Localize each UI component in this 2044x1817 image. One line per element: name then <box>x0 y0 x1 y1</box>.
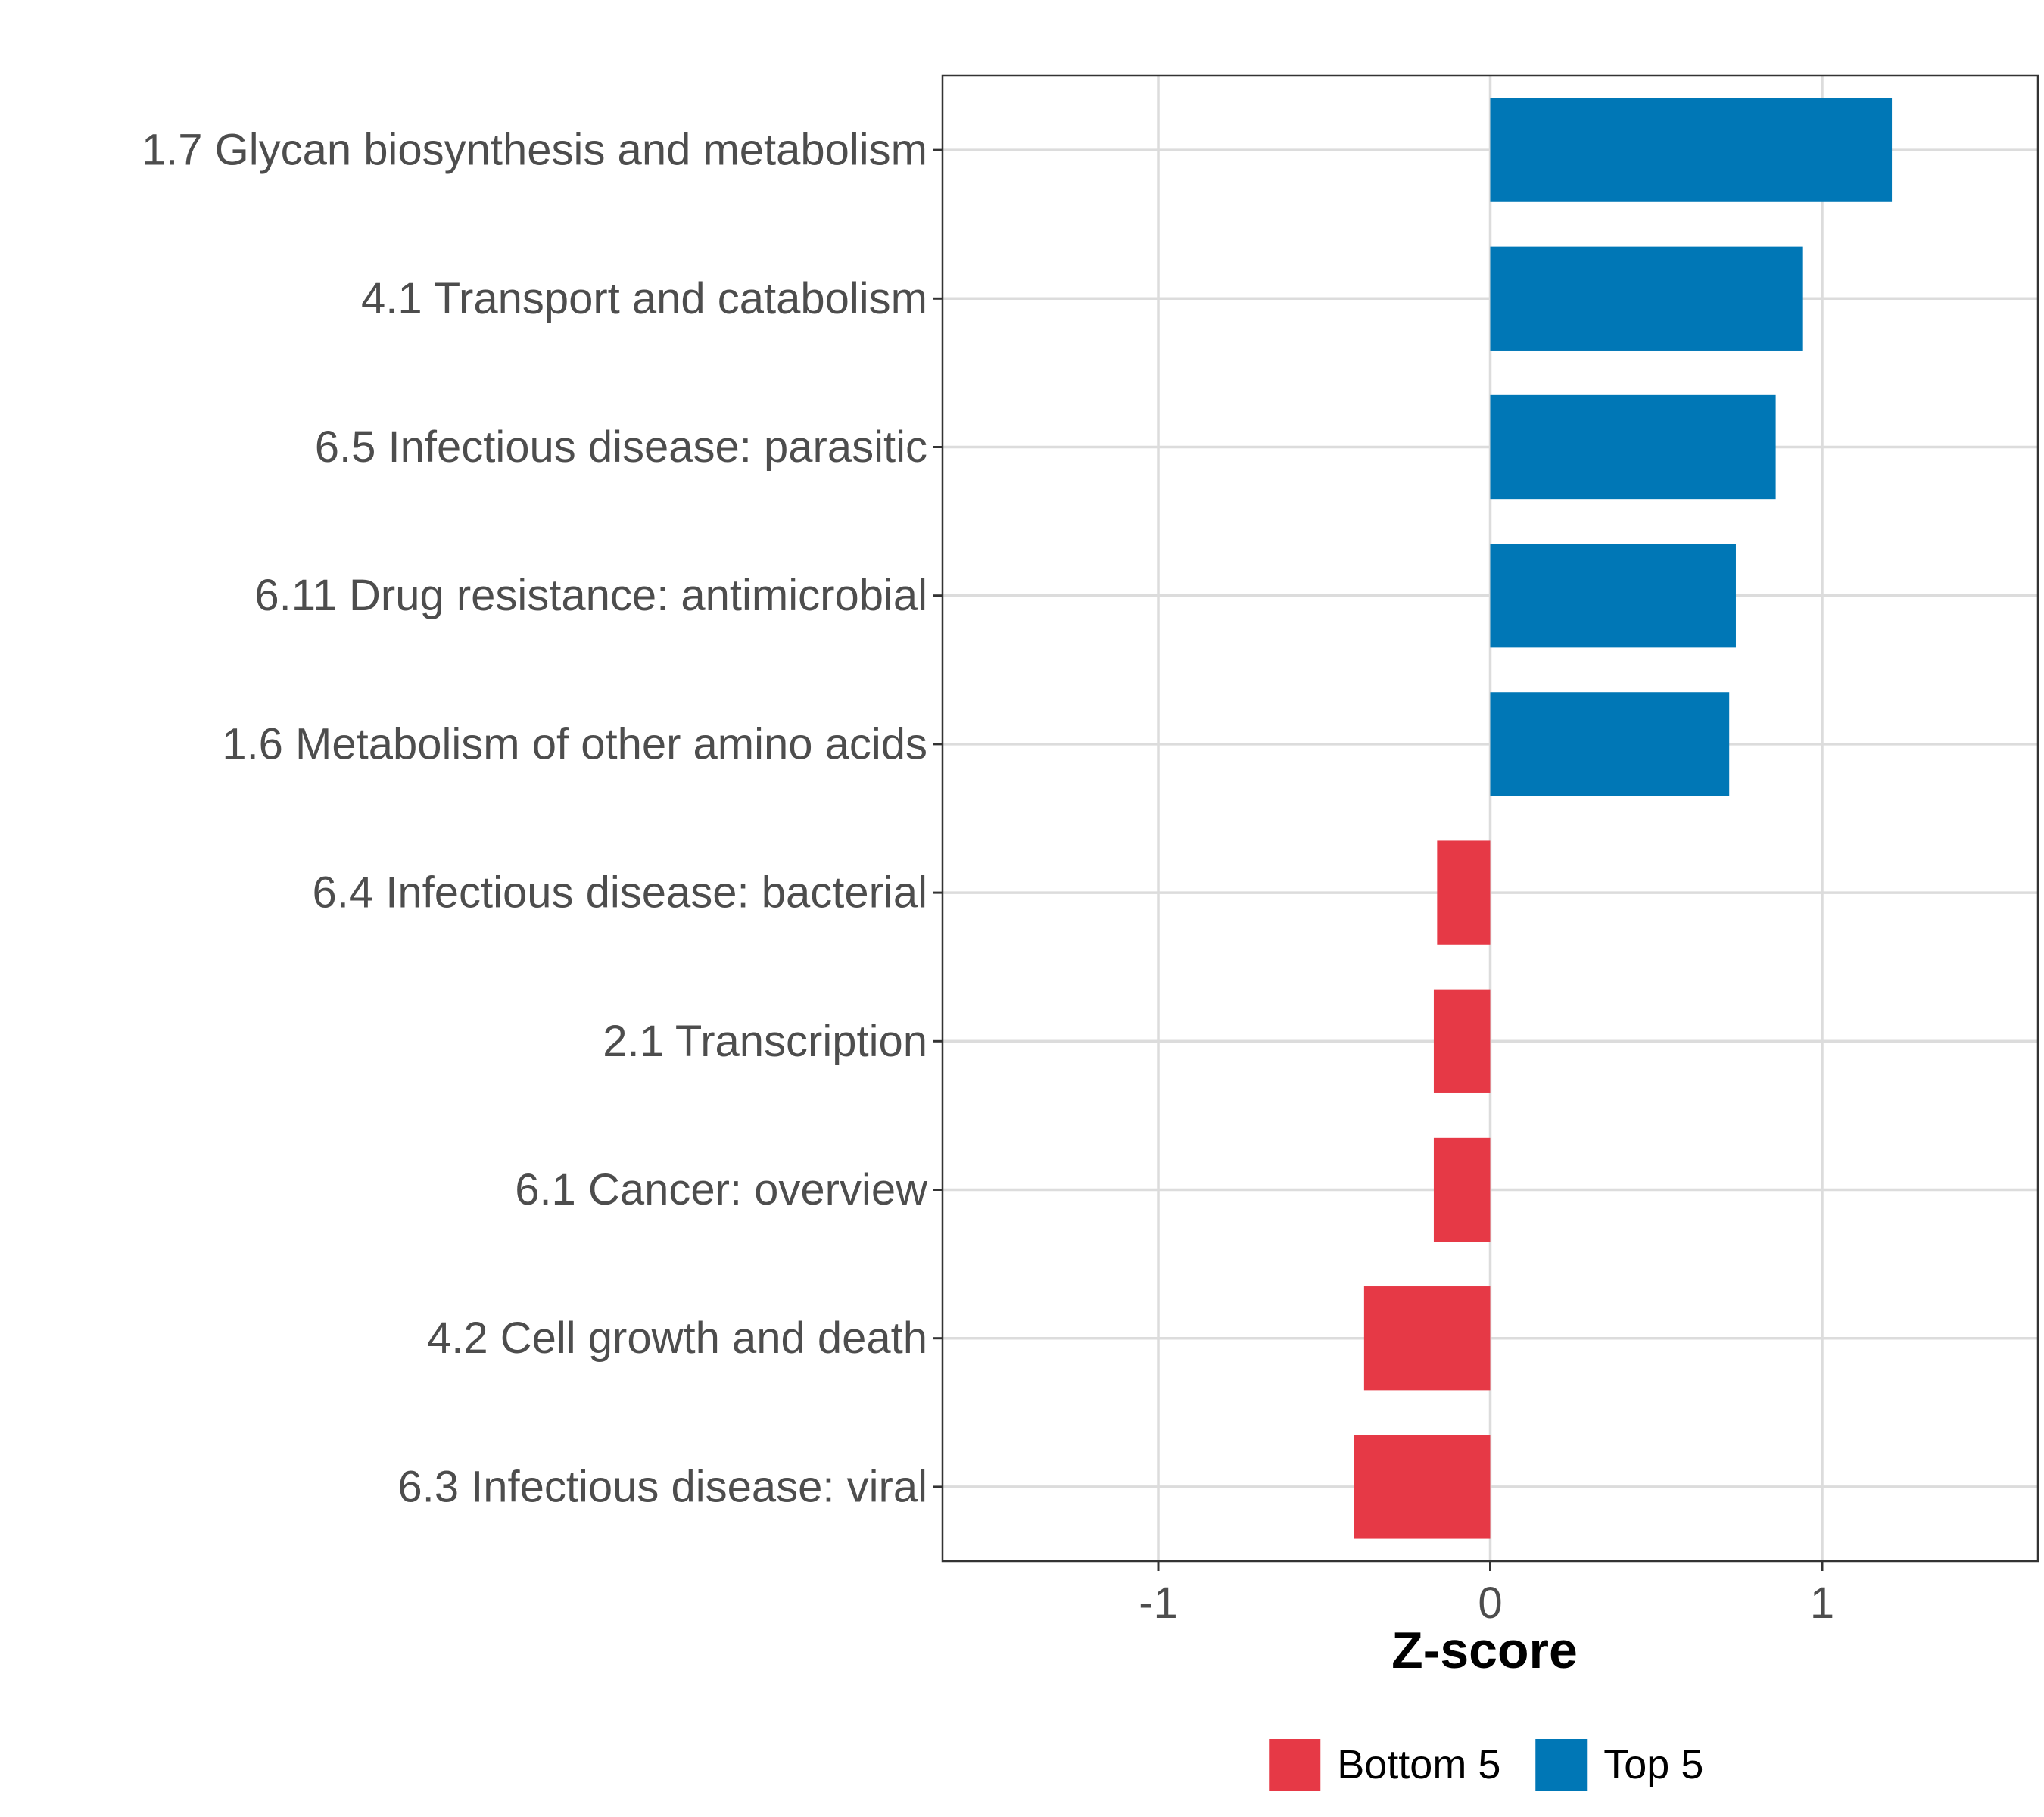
legend-key-1 <box>1269 1739 1321 1791</box>
bar-5 <box>1490 692 1730 796</box>
bar-1 <box>1490 98 1893 202</box>
category-label-4: 6.11 Drug resistance: antimicrobial <box>254 571 927 620</box>
x-tick-label-2: 1 <box>1810 1579 1834 1628</box>
category-label-1: 1.7 Glycan biosynthesis and metabolism <box>142 126 927 175</box>
category-label-6: 6.4 Infectious disease: bacterial <box>313 868 927 918</box>
x-tick-label-1: 0 <box>1478 1579 1502 1628</box>
x-axis-ticks: -1 0 1 <box>1139 1561 1834 1628</box>
bar-8 <box>1433 1137 1491 1242</box>
category-label-5: 1.6 Metabolism of other amino acids <box>222 719 927 768</box>
y-axis-ticks: 1.7 Glycan biosynthesis and metabolism 4.… <box>142 126 943 1511</box>
category-label-2: 4.1 Transport and catabolism <box>361 274 927 323</box>
x-axis-title: Z-score <box>1391 1622 1578 1679</box>
legend-label-2: Top 5 <box>1603 1742 1703 1787</box>
bars <box>1354 98 1893 1539</box>
bar-4 <box>1490 544 1736 648</box>
bar-3 <box>1490 394 1776 500</box>
x-tick-label-0: -1 <box>1139 1579 1178 1628</box>
bar-9 <box>1363 1286 1491 1391</box>
bar-2 <box>1490 246 1803 351</box>
category-label-8: 6.1 Cancer: overview <box>515 1165 928 1214</box>
bar-6 <box>1437 840 1491 945</box>
bar-7 <box>1433 989 1491 1093</box>
category-label-3: 6.5 Infectious disease: parasitic <box>315 422 927 472</box>
category-label-10: 6.3 Infectious disease: viral <box>397 1462 927 1511</box>
legend: Bottom 5 Top 5 <box>1269 1739 1703 1791</box>
legend-label-1: Bottom 5 <box>1337 1742 1500 1787</box>
legend-key-2 <box>1535 1739 1588 1791</box>
category-label-7: 2.1 Transcription <box>603 1017 927 1066</box>
category-label-9: 4.2 Cell growth and death <box>427 1314 927 1363</box>
bar-10 <box>1354 1435 1491 1539</box>
